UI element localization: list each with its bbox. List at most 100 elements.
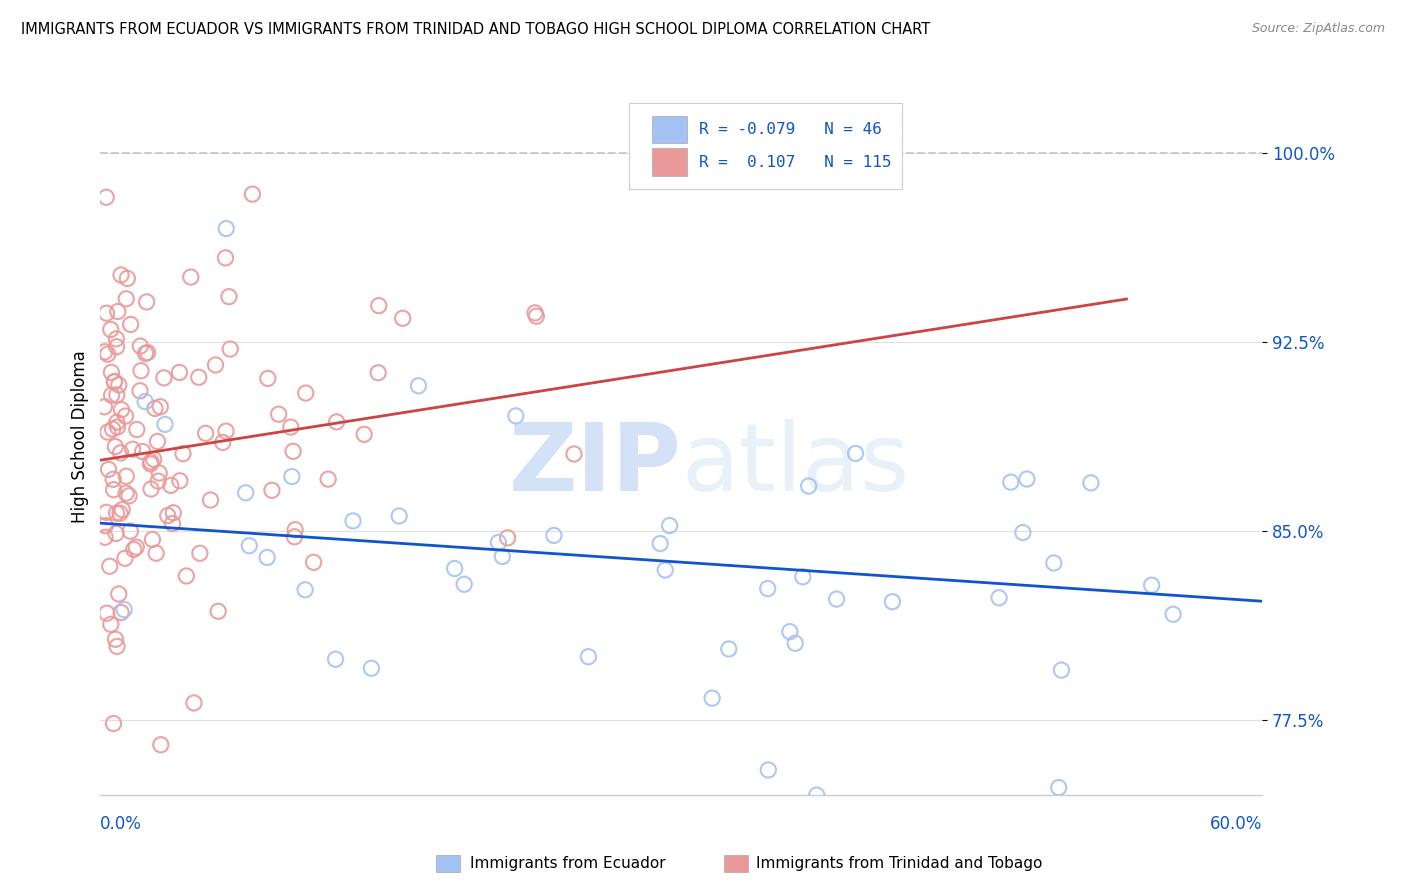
- Point: [120, 318, 142, 332]
- Point: [115, 292, 138, 306]
- Point: [131, 444, 153, 458]
- Point: [1161, 607, 1184, 622]
- Point: [543, 528, 565, 542]
- Point: [115, 486, 138, 500]
- Point: [115, 469, 138, 483]
- Point: [101, 472, 124, 486]
- Point: [125, 423, 148, 437]
- Point: [325, 415, 347, 429]
- Point: [118, 489, 141, 503]
- Point: [443, 561, 465, 575]
- Point: [294, 386, 316, 401]
- Point: [153, 417, 176, 432]
- Point: [141, 533, 163, 547]
- Point: [1043, 556, 1066, 570]
- Point: [94, 530, 117, 544]
- Text: 0.0%: 0.0%: [100, 815, 142, 833]
- Point: [162, 506, 184, 520]
- Point: [207, 604, 229, 618]
- Point: [104, 632, 127, 647]
- Point: [139, 455, 162, 469]
- Point: [96, 190, 118, 204]
- Point: [1047, 780, 1070, 795]
- Point: [1140, 578, 1163, 592]
- Point: [125, 540, 148, 554]
- Point: [108, 378, 131, 392]
- Point: [100, 365, 122, 379]
- Point: [797, 479, 820, 493]
- Point: [1000, 475, 1022, 490]
- Point: [360, 661, 382, 675]
- Text: atlas: atlas: [681, 419, 910, 511]
- Point: [756, 582, 779, 596]
- Point: [97, 347, 120, 361]
- Text: 60.0%: 60.0%: [1209, 815, 1263, 833]
- Point: [576, 649, 599, 664]
- Point: [105, 415, 128, 429]
- Point: [488, 535, 510, 549]
- Point: [110, 268, 132, 282]
- Point: [169, 474, 191, 488]
- Point: [105, 640, 128, 654]
- Point: [104, 440, 127, 454]
- Point: [142, 452, 165, 467]
- Point: [391, 311, 413, 326]
- Point: [1050, 663, 1073, 677]
- Point: [283, 530, 305, 544]
- Point: [325, 652, 347, 666]
- Point: [524, 310, 547, 324]
- Point: [650, 536, 672, 550]
- Point: [107, 420, 129, 434]
- Point: [97, 462, 120, 476]
- Point: [717, 642, 740, 657]
- Point: [120, 524, 142, 538]
- Point: [110, 402, 132, 417]
- Point: [1080, 475, 1102, 490]
- Point: [1012, 525, 1035, 540]
- Point: [756, 763, 779, 777]
- Point: [94, 518, 117, 533]
- Point: [135, 294, 157, 309]
- Point: [114, 409, 136, 423]
- Point: [792, 570, 814, 584]
- Point: [110, 446, 132, 460]
- Point: [505, 409, 527, 423]
- Point: [105, 332, 128, 346]
- Point: [388, 508, 411, 523]
- Point: [146, 434, 169, 449]
- Point: [1015, 472, 1038, 486]
- Point: [117, 271, 139, 285]
- Point: [96, 606, 118, 620]
- Point: [523, 306, 546, 320]
- Point: [121, 442, 143, 457]
- Point: [103, 716, 125, 731]
- Point: [408, 378, 430, 392]
- Point: [101, 422, 124, 436]
- Point: [145, 546, 167, 560]
- Point: [105, 506, 128, 520]
- Point: [353, 427, 375, 442]
- Point: [235, 485, 257, 500]
- Point: [100, 617, 122, 632]
- Text: Immigrants from Ecuador: Immigrants from Ecuador: [470, 856, 665, 871]
- Point: [219, 342, 242, 356]
- Point: [105, 340, 128, 354]
- Text: R = -0.079   N = 46: R = -0.079 N = 46: [699, 122, 882, 137]
- Point: [129, 364, 152, 378]
- Point: [122, 542, 145, 557]
- Point: [280, 420, 302, 434]
- Point: [114, 551, 136, 566]
- Point: [779, 624, 801, 639]
- Point: [108, 506, 131, 520]
- Point: [183, 696, 205, 710]
- Point: [172, 447, 194, 461]
- Point: [238, 539, 260, 553]
- Point: [149, 738, 172, 752]
- Point: [281, 444, 304, 458]
- Point: [284, 523, 307, 537]
- Point: [218, 290, 240, 304]
- Point: [654, 563, 676, 577]
- Point: [267, 407, 290, 421]
- Point: [988, 591, 1011, 605]
- Point: [215, 424, 238, 438]
